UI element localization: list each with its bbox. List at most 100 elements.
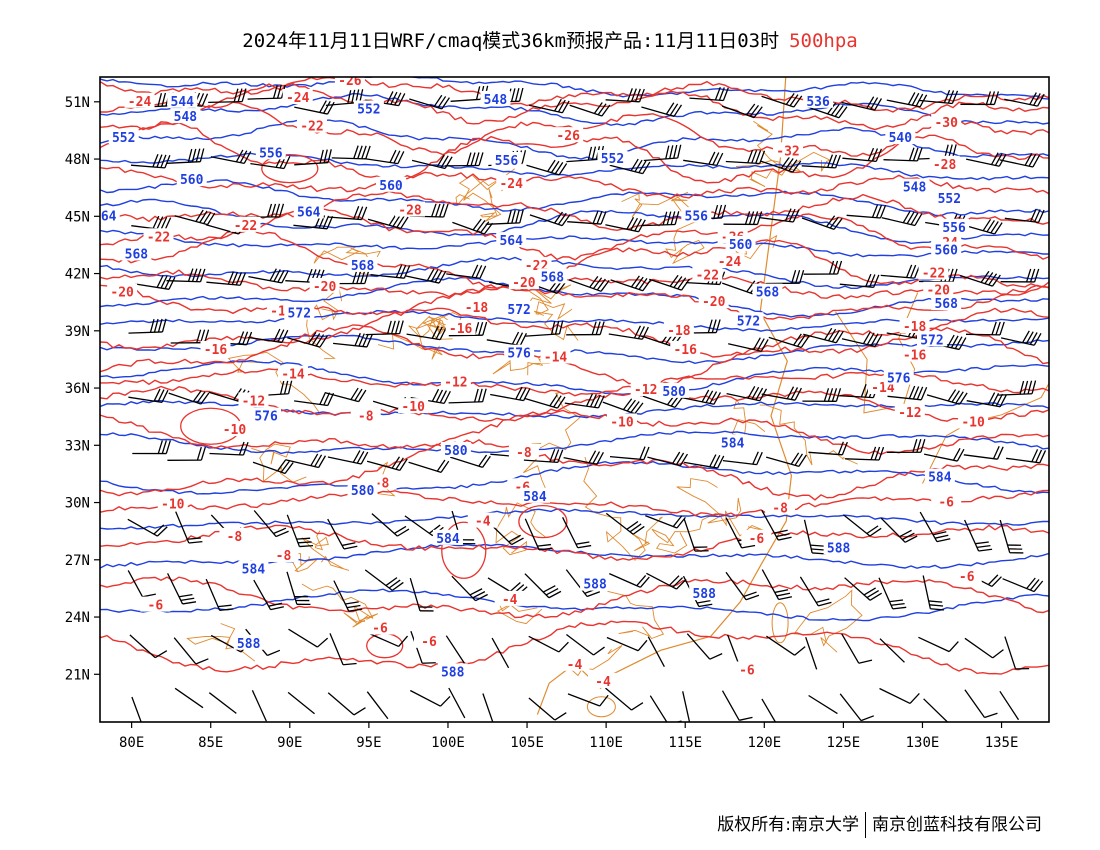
wind-barb-staff — [605, 99, 640, 103]
wind-barb-feather — [831, 154, 838, 168]
wind-barb-feather — [988, 273, 998, 286]
contour-label-background — [714, 253, 745, 269]
wind-barb — [761, 698, 780, 722]
temperature-label: -20 — [313, 280, 337, 295]
wind-barb-feather — [746, 280, 756, 293]
wind-barb-feather — [718, 87, 725, 101]
wind-barb-feather — [946, 334, 955, 348]
wind-barb-feather — [932, 531, 947, 536]
wind-barb-feather — [200, 446, 206, 461]
wind-barb-staff — [761, 569, 780, 600]
wind-barb — [765, 269, 805, 285]
wind-barb-feather — [357, 145, 363, 159]
wind-barb — [294, 391, 335, 407]
wind-barb — [448, 687, 466, 719]
wind-barb-feather — [294, 596, 309, 598]
temperature-label: -10 — [223, 423, 247, 438]
wind-barb-feather — [751, 150, 758, 164]
wind-barb-staff — [250, 162, 285, 170]
wind-barb-staff — [760, 160, 793, 173]
wind-barb-feather — [592, 451, 601, 464]
wind-barb — [918, 636, 959, 653]
title-level: 500hpa — [789, 30, 858, 52]
wind-barb-feather — [639, 576, 650, 588]
wind-barb — [410, 689, 451, 707]
wind-barb-feather — [439, 327, 447, 340]
height-label: 576 — [507, 347, 531, 362]
border-line — [524, 284, 579, 341]
wind-barb-staff — [799, 576, 819, 607]
contour-label-background — [309, 277, 340, 293]
wind-barb-feather — [892, 606, 907, 610]
wind-barb-staff — [846, 214, 881, 219]
wind-barb-feather — [1033, 209, 1041, 223]
wind-barb — [919, 511, 951, 543]
height-label: 552 — [601, 152, 624, 167]
contour-label-background — [929, 155, 960, 171]
wind-barb — [998, 380, 1037, 396]
border-line — [521, 281, 573, 321]
wind-barb-feather — [187, 148, 193, 163]
wind-barb-staff — [135, 283, 170, 290]
wind-barb-feather — [984, 272, 994, 284]
wind-barb-feather — [709, 454, 717, 468]
wind-barb-feather — [196, 391, 206, 404]
contour-label-background — [899, 346, 930, 362]
wind-barb-feather — [274, 203, 281, 218]
temperature-label: -6 — [938, 496, 954, 511]
temperature-label: -18 — [465, 301, 489, 316]
wind-barb — [803, 327, 844, 344]
wind-barb-feather — [788, 159, 798, 172]
wind-barb-feather — [950, 335, 959, 349]
wind-barb-feather — [217, 604, 232, 608]
contour-label-background — [347, 256, 378, 272]
wind-barb-feather — [548, 590, 562, 599]
wind-barb-staff — [805, 636, 818, 670]
wind-barb-staff — [1002, 578, 1035, 593]
wind-barb-feather — [709, 391, 718, 404]
wind-barb — [248, 328, 289, 344]
wind-barb — [366, 456, 408, 471]
wind-barb-feather — [327, 149, 332, 163]
height-label: 552 — [938, 192, 961, 207]
temperature-label: -6 — [148, 599, 164, 614]
wind-barb — [366, 691, 389, 720]
wind-barb — [680, 389, 722, 405]
wind-barb-feather — [834, 105, 844, 117]
wind-barb-staff — [880, 274, 915, 279]
contour-label-background — [282, 88, 313, 104]
wind-barb — [445, 152, 484, 167]
wind-barb-staff — [881, 217, 916, 227]
wind-barb — [248, 268, 289, 284]
wind-barb-feather — [634, 218, 642, 232]
wind-barb-staff — [923, 698, 949, 722]
wind-barb-feather — [545, 587, 559, 596]
height-label: 560 — [934, 244, 958, 259]
wind-barb-feather — [310, 453, 319, 467]
wind-barb — [127, 518, 168, 537]
wind-barb — [879, 687, 920, 704]
wind-barb — [879, 638, 905, 663]
wind-barb — [761, 509, 792, 541]
height-label: 584 — [523, 490, 547, 505]
height-label: 572 — [737, 314, 760, 329]
temperature-label: -16 — [673, 343, 697, 358]
wind-barb-feather — [749, 105, 760, 117]
contour-label-background — [606, 413, 637, 429]
wind-barb-feather — [478, 454, 488, 467]
contour-label-background — [461, 298, 492, 314]
wind-barb-feather — [319, 335, 328, 348]
contour-label-background — [494, 590, 525, 606]
wind-barb-staff — [646, 572, 677, 590]
wind-barb-feather — [361, 145, 367, 159]
wind-barb-feather — [1027, 380, 1033, 395]
wind-barb-feather — [626, 217, 635, 230]
temperature-contour — [100, 190, 1049, 232]
wind-barb — [167, 446, 206, 461]
wind-barb-feather — [430, 269, 439, 282]
contour-label-background — [916, 331, 947, 347]
lat-tick-label: 36N — [65, 381, 90, 397]
wind-barb-feather — [902, 210, 911, 224]
wind-barb — [128, 318, 167, 334]
contour-label-background — [537, 268, 568, 284]
